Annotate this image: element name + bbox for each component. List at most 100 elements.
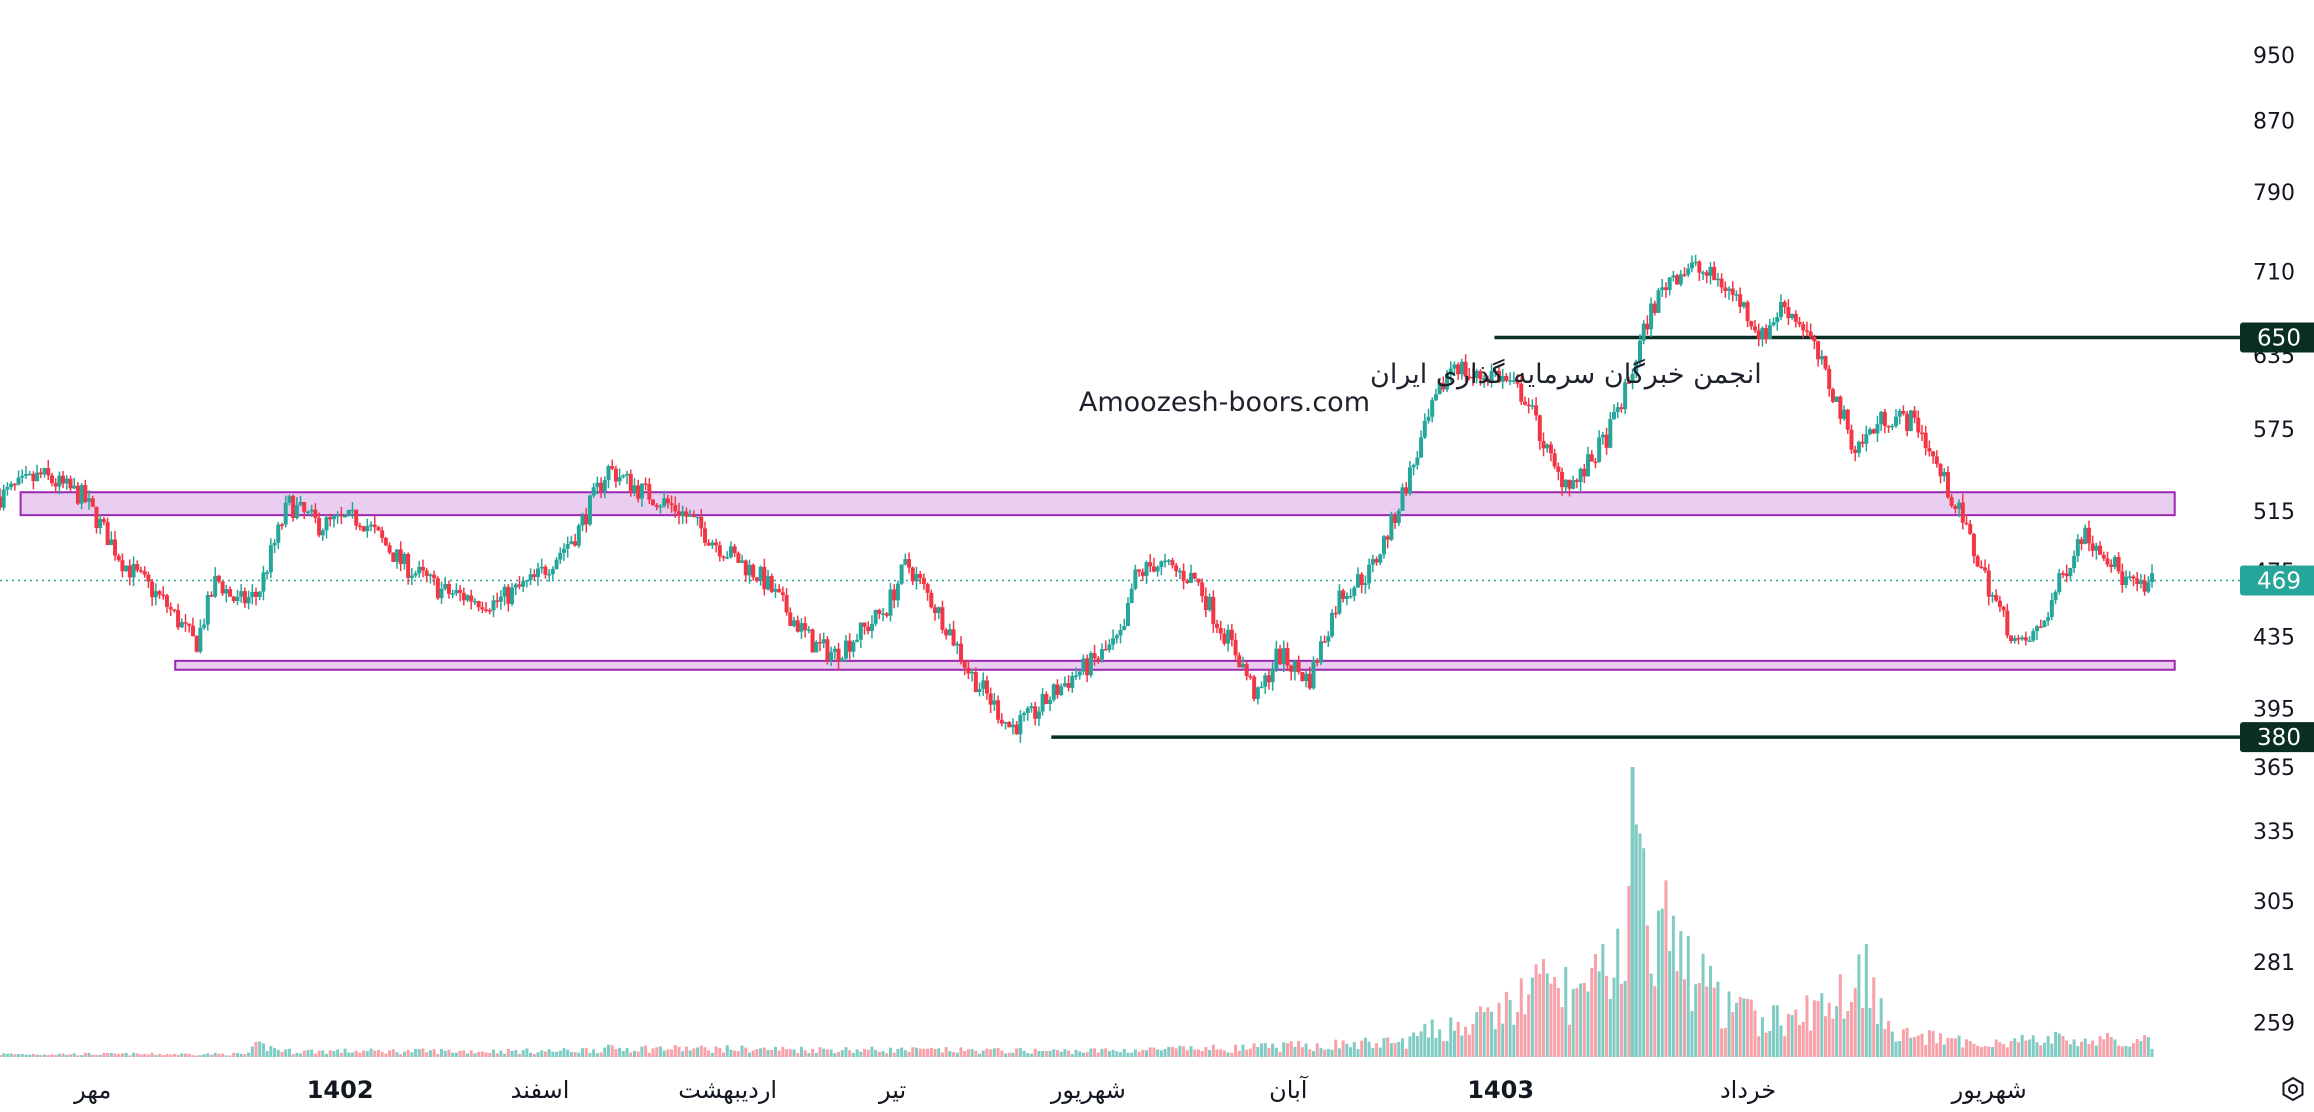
candle-body (465, 595, 470, 601)
volume-bar (1731, 1012, 1735, 1057)
volume-bar (2128, 1046, 2132, 1057)
volume-bar (325, 1053, 329, 1057)
candle-body (1281, 648, 1286, 665)
time-axis[interactable]: مهر 1402 اسفند اردیبهشت تیر شهریور آبان 1403 خرد… (73, 1075, 2027, 1104)
candle-body (2124, 576, 2129, 585)
candle-body (1571, 480, 1576, 489)
candle-body (944, 629, 949, 636)
candle-body (1578, 468, 1583, 483)
candle-body (1827, 368, 1832, 390)
volume-bar (1616, 928, 1620, 1057)
volume-bar (421, 1048, 425, 1057)
candle-body (1767, 325, 1772, 340)
candle-body (1838, 396, 1843, 419)
volume-bar (703, 1047, 707, 1057)
volume-bar (636, 1051, 640, 1057)
candle-body (1823, 356, 1828, 369)
volume-bar (1630, 767, 1635, 1057)
volume-bar (2091, 1040, 2095, 1057)
candle-body (1534, 405, 1539, 416)
candle-body (639, 483, 644, 499)
volume-bar (1864, 944, 1868, 1057)
candle-body (706, 542, 711, 546)
volume-bar (1694, 984, 1698, 1057)
candle-body (658, 506, 663, 508)
volume-bar (1723, 1027, 1727, 1057)
volume-bar (1538, 973, 1542, 1057)
volume-bar (903, 1050, 907, 1057)
candle-body (725, 557, 730, 559)
candle-body (2150, 573, 2155, 583)
candle-body (1782, 301, 1787, 308)
candle-body (1018, 715, 1023, 735)
x-tick-label: اردیبهشت (678, 1076, 777, 1104)
candle-body (524, 580, 529, 582)
candle-body (754, 577, 759, 582)
volume-bar (1649, 973, 1653, 1057)
candle-body (1292, 661, 1297, 672)
volume-bar (2046, 1036, 2050, 1057)
candle-body (1945, 471, 1950, 498)
candle-body (973, 672, 978, 692)
volume-bar (313, 1053, 317, 1057)
volume-bar (863, 1048, 867, 1057)
volume-bar (2039, 1045, 2043, 1057)
volume-bar (822, 1048, 826, 1057)
candle-body (168, 606, 173, 610)
settings-icon[interactable] (2282, 1076, 2304, 1102)
volume-bar (1360, 1040, 1364, 1057)
candle-body (198, 627, 203, 652)
volume-bar (1152, 1047, 1156, 1057)
volume-bar (1575, 987, 1579, 1057)
volume-bar (265, 1051, 269, 1057)
volume-bar (963, 1051, 967, 1057)
volume-bar (707, 1050, 711, 1057)
volume-bar (202, 1054, 206, 1057)
volume-bar (120, 1053, 124, 1057)
candle-body (1393, 514, 1398, 523)
volume-bar (1282, 1042, 1286, 1057)
candle-body (743, 560, 748, 576)
volume-bar (1675, 971, 1679, 1057)
candle-body (550, 568, 555, 575)
volume-bar (681, 1051, 685, 1057)
watermark-line-1: انجمن خبرگان سرمایه گذاری ایران (1370, 358, 1762, 390)
candle-body (936, 607, 941, 613)
volume-bar (684, 1046, 688, 1057)
candle-body (87, 498, 92, 502)
volume-bar (1857, 954, 1861, 1057)
candle-body (1504, 375, 1509, 381)
candle-body (988, 693, 993, 705)
price-axis[interactable]: 9508707907106355755154754353953653353052… (2253, 44, 2295, 1037)
candle-body (209, 595, 214, 597)
y-tick-label: 395 (2253, 697, 2295, 722)
volume-bar (1757, 1036, 1761, 1057)
volume-bar (1805, 995, 1809, 1057)
candle-body (1960, 502, 1965, 523)
volume-bar (2009, 1040, 2013, 1057)
candle-body (1211, 596, 1216, 624)
candle-body (179, 622, 184, 628)
x-tick-label: 1403 (1467, 1076, 1534, 1104)
candle-body (1804, 330, 1809, 332)
candle-body (1968, 524, 1973, 535)
volume-bar (1141, 1049, 1145, 1057)
candle-body (810, 629, 815, 653)
candle-body (587, 495, 592, 525)
candle-body (1315, 660, 1320, 663)
candle-body (1111, 638, 1116, 645)
volume-bar (1382, 1038, 1386, 1057)
volume-bar (1330, 1049, 1334, 1057)
candle-body (1482, 378, 1487, 381)
volume-bar (829, 1049, 833, 1057)
volume-bar (1315, 1043, 1319, 1057)
candle-body (1871, 429, 1876, 434)
candle-body (398, 549, 403, 564)
candle-body (1367, 564, 1372, 584)
candle-body (49, 475, 54, 484)
candle-body (1764, 328, 1769, 340)
volume-bar (280, 1051, 284, 1057)
candle-body (380, 530, 385, 538)
candle-body (758, 566, 763, 582)
volume-bar (484, 1052, 488, 1057)
